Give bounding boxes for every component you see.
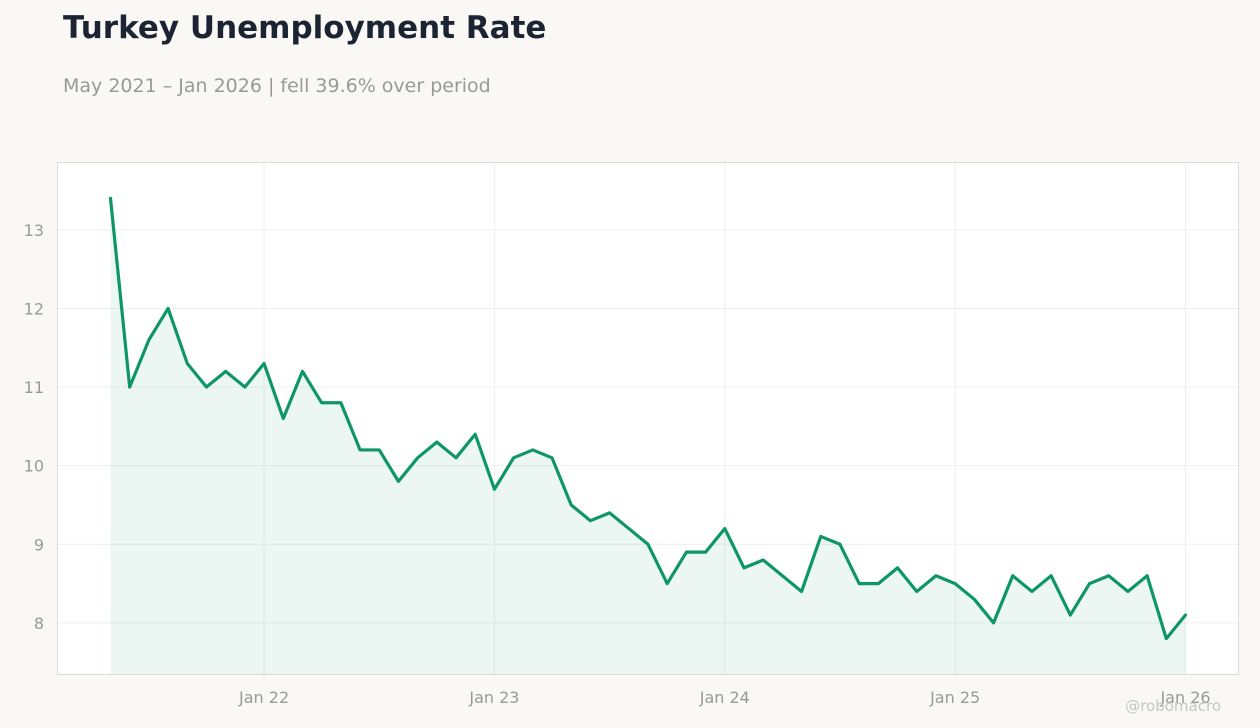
series-area-fill xyxy=(110,198,1186,674)
y-tick-label: 13 xyxy=(24,221,44,240)
axis-labels: 8 9 10 11 12 13 Jan 22 Jan 23 Jan 24 Jan 25 Jan 26 xyxy=(24,221,1211,707)
watermark: @robomacro xyxy=(1125,697,1221,715)
x-tick-label: Jan 23 xyxy=(468,688,519,707)
chart-subtitle: May 2021 – Jan 2026 | fell 39.6% over pe… xyxy=(63,75,491,97)
plot-area xyxy=(57,162,1239,675)
line-layer xyxy=(108,196,1188,641)
x-tick-label: Jan 24 xyxy=(699,688,750,707)
y-tick-label: 12 xyxy=(24,299,44,318)
y-tick-label: 8 xyxy=(34,614,44,633)
y-tick-label: 9 xyxy=(34,535,44,554)
grid-lines xyxy=(58,163,1238,674)
chart-title: Turkey Unemployment Rate xyxy=(63,10,547,46)
y-tick-label: 11 xyxy=(24,378,44,397)
area-fill-layer xyxy=(110,198,1186,674)
x-tick-label: Jan 26 xyxy=(1159,688,1210,707)
x-tick-label: Jan 25 xyxy=(929,688,980,707)
y-tick-label: 10 xyxy=(24,457,44,476)
x-tick-label: Jan 22 xyxy=(238,688,289,707)
series-line xyxy=(108,196,1188,641)
